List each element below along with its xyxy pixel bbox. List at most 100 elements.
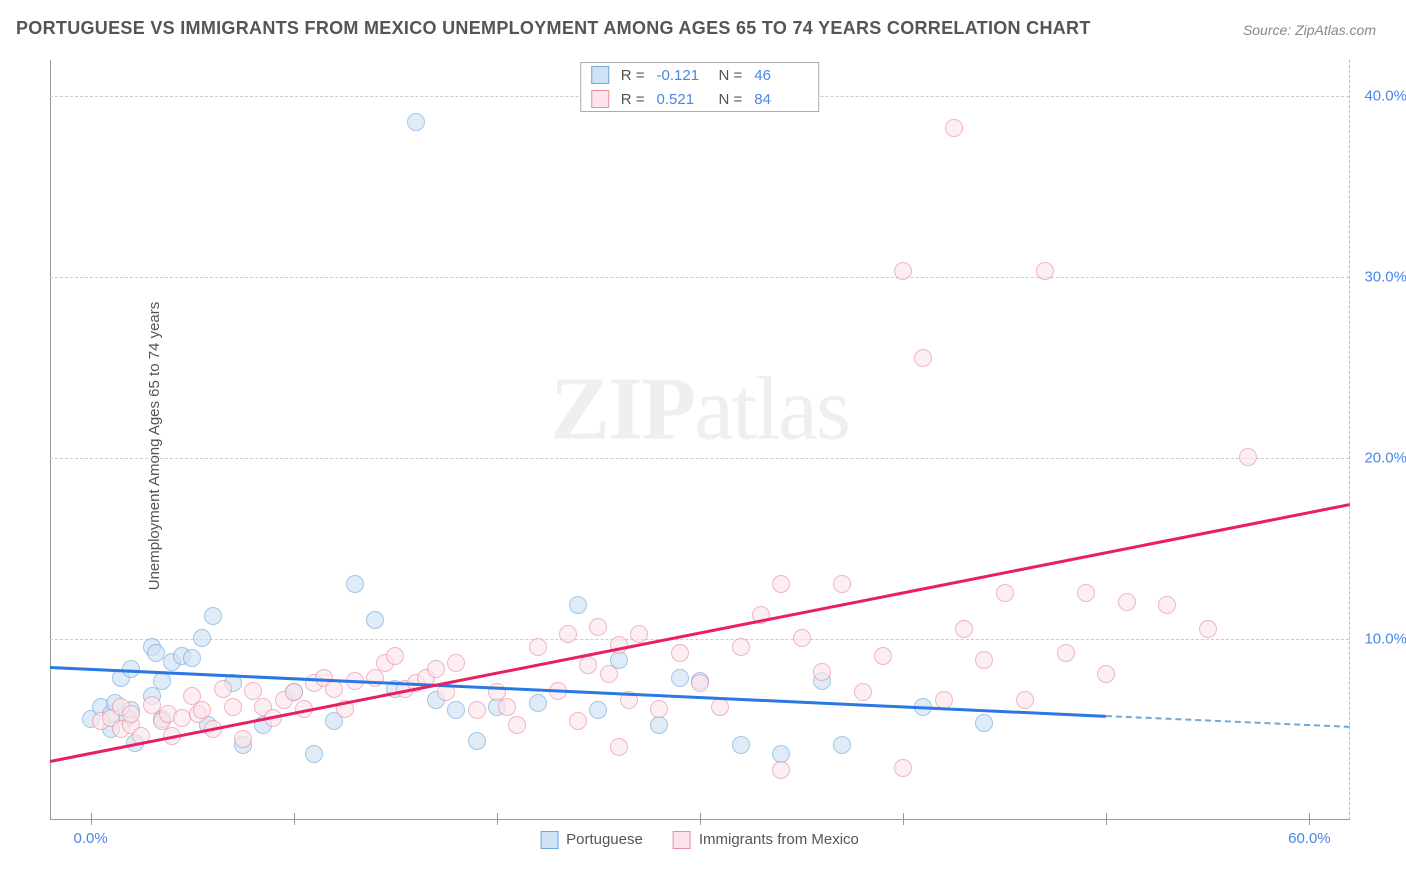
chart-title: PORTUGUESE VS IMMIGRANTS FROM MEXICO UNE… bbox=[16, 18, 1091, 39]
y-tick-label: 40.0% bbox=[1364, 88, 1406, 105]
data-point bbox=[935, 691, 953, 709]
data-point bbox=[996, 584, 1014, 602]
data-point bbox=[894, 759, 912, 777]
stat-n-label: N = bbox=[719, 67, 743, 84]
data-point bbox=[1199, 620, 1217, 638]
data-point bbox=[407, 113, 425, 131]
data-point bbox=[975, 714, 993, 732]
data-point bbox=[772, 575, 790, 593]
data-point bbox=[285, 683, 303, 701]
gridline-h bbox=[50, 277, 1349, 278]
data-point bbox=[468, 732, 486, 750]
data-point bbox=[427, 660, 445, 678]
data-point bbox=[650, 716, 668, 734]
data-point bbox=[813, 663, 831, 681]
source-site: ZipAtlas.com bbox=[1295, 22, 1376, 38]
data-point bbox=[204, 607, 222, 625]
x-tick-label: 0.0% bbox=[74, 830, 108, 847]
stat-n-value: 84 bbox=[754, 91, 804, 108]
legend-swatch-icon bbox=[591, 90, 609, 108]
stat-r-label: R = bbox=[621, 91, 645, 108]
scatter-plot-area: ZIPatlas R =-0.121N =46R =0.521N =84 Por… bbox=[50, 60, 1350, 820]
gridline-h bbox=[50, 458, 1349, 459]
data-point bbox=[386, 647, 404, 665]
stat-row: R =-0.121N =46 bbox=[581, 63, 819, 87]
data-point bbox=[711, 698, 729, 716]
data-point bbox=[244, 682, 262, 700]
source-label: Source: bbox=[1243, 22, 1291, 38]
correlation-stats-box: R =-0.121N =46R =0.521N =84 bbox=[580, 62, 820, 112]
data-point bbox=[366, 611, 384, 629]
x-tick bbox=[497, 813, 498, 825]
data-point bbox=[955, 620, 973, 638]
data-point bbox=[874, 647, 892, 665]
legend-item: Portuguese bbox=[540, 831, 643, 849]
x-tick bbox=[1106, 813, 1107, 825]
source-attribution: Source: ZipAtlas.com bbox=[1243, 22, 1376, 38]
data-point bbox=[173, 709, 191, 727]
data-point bbox=[589, 701, 607, 719]
data-point bbox=[630, 625, 648, 643]
data-point bbox=[447, 701, 465, 719]
data-point bbox=[569, 712, 587, 730]
data-point bbox=[346, 575, 364, 593]
data-point bbox=[894, 262, 912, 280]
data-point bbox=[945, 119, 963, 137]
stat-n-label: N = bbox=[719, 91, 743, 108]
data-point bbox=[559, 625, 577, 643]
watermark-bold: ZIP bbox=[550, 360, 694, 459]
data-point bbox=[772, 745, 790, 763]
legend-item: Immigrants from Mexico bbox=[673, 831, 859, 849]
data-point bbox=[732, 638, 750, 656]
data-point bbox=[600, 665, 618, 683]
legend-label: Immigrants from Mexico bbox=[699, 831, 859, 848]
data-point bbox=[234, 730, 252, 748]
data-point bbox=[671, 644, 689, 662]
data-point bbox=[214, 680, 232, 698]
data-point bbox=[153, 672, 171, 690]
data-point bbox=[529, 694, 547, 712]
data-point bbox=[1016, 691, 1034, 709]
data-point bbox=[193, 629, 211, 647]
x-tick bbox=[294, 813, 295, 825]
stat-r-value: 0.521 bbox=[657, 91, 707, 108]
data-point bbox=[498, 698, 516, 716]
stat-row: R = 0.521 N = 84 bbox=[581, 87, 819, 111]
trend-line bbox=[50, 503, 1351, 763]
stat-r-value: -0.121 bbox=[657, 67, 707, 84]
y-tick-label: 10.0% bbox=[1364, 631, 1406, 648]
data-point bbox=[447, 654, 465, 672]
data-point bbox=[833, 736, 851, 754]
watermark: ZIPatlas bbox=[550, 358, 849, 461]
data-point bbox=[854, 683, 872, 701]
data-point bbox=[143, 696, 161, 714]
y-tick-label: 20.0% bbox=[1364, 450, 1406, 467]
data-point bbox=[122, 705, 140, 723]
data-point bbox=[1057, 644, 1075, 662]
data-point bbox=[1077, 584, 1095, 602]
data-point bbox=[1239, 448, 1257, 466]
data-point bbox=[610, 738, 628, 756]
data-point bbox=[732, 736, 750, 754]
x-tick bbox=[1309, 813, 1310, 825]
watermark-rest: atlas bbox=[694, 360, 849, 459]
data-point bbox=[1118, 593, 1136, 611]
data-point bbox=[1097, 665, 1115, 683]
data-point bbox=[793, 629, 811, 647]
legend: Portuguese Immigrants from Mexico bbox=[540, 831, 859, 849]
gridline-h bbox=[50, 639, 1349, 640]
x-tick-label: 60.0% bbox=[1288, 830, 1331, 847]
data-point bbox=[529, 638, 547, 656]
x-tick bbox=[91, 813, 92, 825]
x-tick bbox=[903, 813, 904, 825]
data-point bbox=[579, 656, 597, 674]
y-axis-line bbox=[50, 60, 51, 819]
data-point bbox=[508, 716, 526, 734]
data-point bbox=[833, 575, 851, 593]
x-tick bbox=[700, 813, 701, 825]
data-point bbox=[183, 649, 201, 667]
data-point bbox=[691, 674, 709, 692]
y-tick-label: 30.0% bbox=[1364, 269, 1406, 286]
trend-line bbox=[1106, 715, 1350, 728]
stat-r-label: R = bbox=[621, 67, 645, 84]
